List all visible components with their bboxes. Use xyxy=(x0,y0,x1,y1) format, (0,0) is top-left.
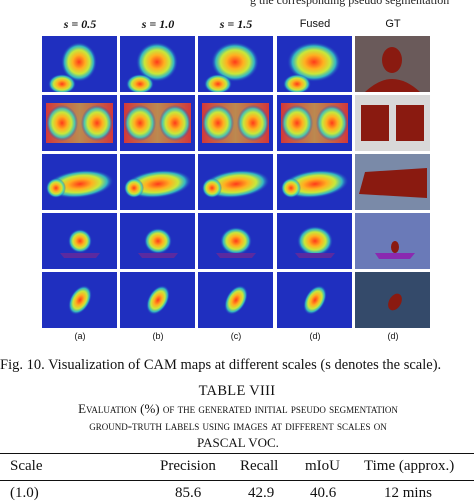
subfigure-label: (d) xyxy=(387,331,399,341)
column-header: s = 0.5 xyxy=(63,17,97,31)
cam-cell-bird-5 xyxy=(355,272,430,328)
header-scale: Scale xyxy=(10,458,43,474)
cam-cell-train-2 xyxy=(120,154,195,210)
header-recall: Recall xyxy=(240,458,279,474)
cam-cell-monitor-5 xyxy=(355,95,430,151)
cam-cell-train-4 xyxy=(277,154,352,210)
table-title: TABLE VIII xyxy=(198,383,276,399)
cam-cell-bird-1 xyxy=(42,272,117,328)
cam-cell-bird-4 xyxy=(277,272,352,328)
cam-cell-person-3 xyxy=(198,36,273,92)
cam-cell-boat-2 xyxy=(120,213,195,269)
subfigure-label: (a) xyxy=(74,331,86,341)
cam-cell-person-2 xyxy=(120,36,195,92)
cam-cell-boat-1 xyxy=(42,213,117,269)
column-header: GT xyxy=(385,18,401,30)
subfigure-label: (d) xyxy=(309,331,321,341)
table-top-rule xyxy=(0,453,474,454)
cell-miou: 40.6 xyxy=(310,485,337,501)
cell-scale: (1.0) xyxy=(10,485,39,501)
cell-precision: 85.6 xyxy=(175,485,202,501)
cam-cell-bird-3 xyxy=(198,272,273,328)
cam-cell-person-1 xyxy=(42,36,117,92)
column-header: s = 1.0 xyxy=(141,17,175,31)
cam-cell-bird-2 xyxy=(120,272,195,328)
cam-cell-train-1 xyxy=(42,154,117,210)
table-caption-line: Evaluation (%) of the generated initial … xyxy=(78,401,398,416)
column-header: Fused xyxy=(299,18,331,30)
table-caption-line: ground-truth labels using images at diff… xyxy=(89,418,387,433)
cam-cell-person-4 xyxy=(277,36,352,92)
cam-cell-boat-5 xyxy=(355,213,430,269)
cam-cell-monitor-2 xyxy=(120,95,195,151)
subfigure-label: (c) xyxy=(230,331,242,341)
cell-recall: 42.9 xyxy=(248,485,275,501)
cam-cell-boat-4 xyxy=(277,213,352,269)
cam-visualization-grid xyxy=(42,36,432,328)
cam-cell-monitor-4 xyxy=(277,95,352,151)
subfigure-label: (b) xyxy=(152,331,164,341)
header-miou: mIoU xyxy=(305,458,340,474)
cam-cell-train-3 xyxy=(198,154,273,210)
table-mid-rule xyxy=(0,480,474,481)
cam-cell-boat-3 xyxy=(198,213,273,269)
cam-cell-train-5 xyxy=(355,154,430,210)
header-precision: Precision xyxy=(160,458,216,474)
header-time: Time (approx.) xyxy=(364,458,455,474)
cell-time: 12 mins xyxy=(384,485,432,501)
cam-cell-monitor-3 xyxy=(198,95,273,151)
column-header: s = 1.5 xyxy=(219,17,253,31)
cam-cell-person-5 xyxy=(355,36,430,92)
cam-cell-monitor-1 xyxy=(42,95,117,151)
table-caption-line: PASCAL VOC. xyxy=(197,435,279,450)
table-caption: Evaluation (%) of the generated initial … xyxy=(12,400,464,451)
figure-caption: Fig. 10. Visualization of CAM maps at di… xyxy=(0,357,442,373)
cut-off-text: g the corresponding pseudo segmentation xyxy=(250,0,450,7)
